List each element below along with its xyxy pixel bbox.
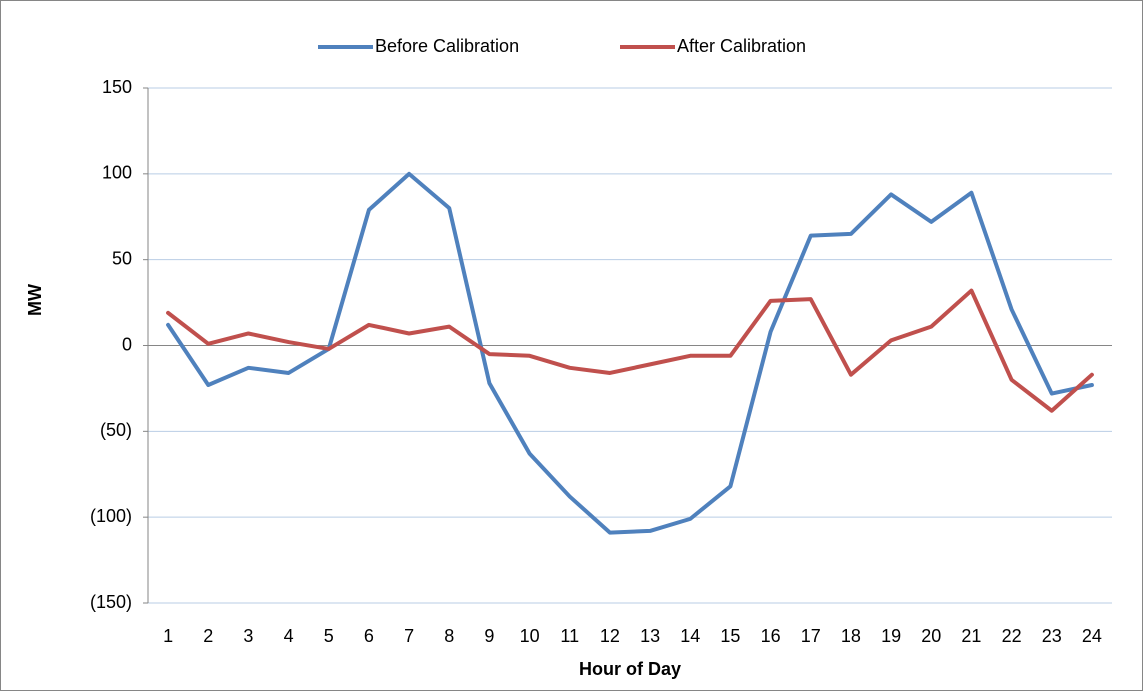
y-tick-label: (150): [90, 592, 132, 612]
series-line: [166, 288, 1094, 413]
x-tick-label: 11: [560, 626, 579, 646]
x-tick-label: 5: [324, 626, 334, 646]
legend-label: After Calibration: [677, 36, 806, 56]
x-tick-label: 14: [680, 626, 700, 646]
x-tick-label: 3: [243, 626, 253, 646]
legend-label: Before Calibration: [375, 36, 519, 56]
x-tick-label: 8: [444, 626, 454, 646]
x-tick-label: 17: [801, 626, 821, 646]
x-tick-label: 19: [881, 626, 901, 646]
x-tick-label: 9: [484, 626, 494, 646]
x-tick-label: 2: [203, 626, 213, 646]
x-tick-label: 15: [720, 626, 740, 646]
y-axis-label: MW: [25, 284, 45, 316]
x-tick-label: 7: [404, 626, 414, 646]
y-tick-label: 100: [102, 163, 132, 183]
x-tick-label: 22: [1002, 626, 1022, 646]
series-line: [166, 171, 1094, 535]
y-tick-label: 0: [122, 334, 132, 354]
x-tick-label: 16: [761, 626, 781, 646]
x-tick-label: 18: [841, 626, 861, 646]
x-tick-label: 6: [364, 626, 374, 646]
x-tick-label: 20: [921, 626, 941, 646]
x-tick-label: 23: [1042, 626, 1062, 646]
x-tick-label: 4: [284, 626, 294, 646]
x-tick-label: 21: [961, 626, 981, 646]
y-tick-label: (100): [90, 506, 132, 526]
x-tick-label: 10: [520, 626, 540, 646]
x-tick-label: 24: [1082, 626, 1102, 646]
x-tick-label: 13: [640, 626, 660, 646]
y-tick-label: (50): [100, 420, 132, 440]
y-tick-label: 150: [102, 77, 132, 97]
x-axis-label: Hour of Day: [579, 659, 681, 679]
y-tick-label: 50: [112, 248, 132, 268]
x-tick-label: 1: [163, 626, 173, 646]
x-tick-label: 12: [600, 626, 620, 646]
